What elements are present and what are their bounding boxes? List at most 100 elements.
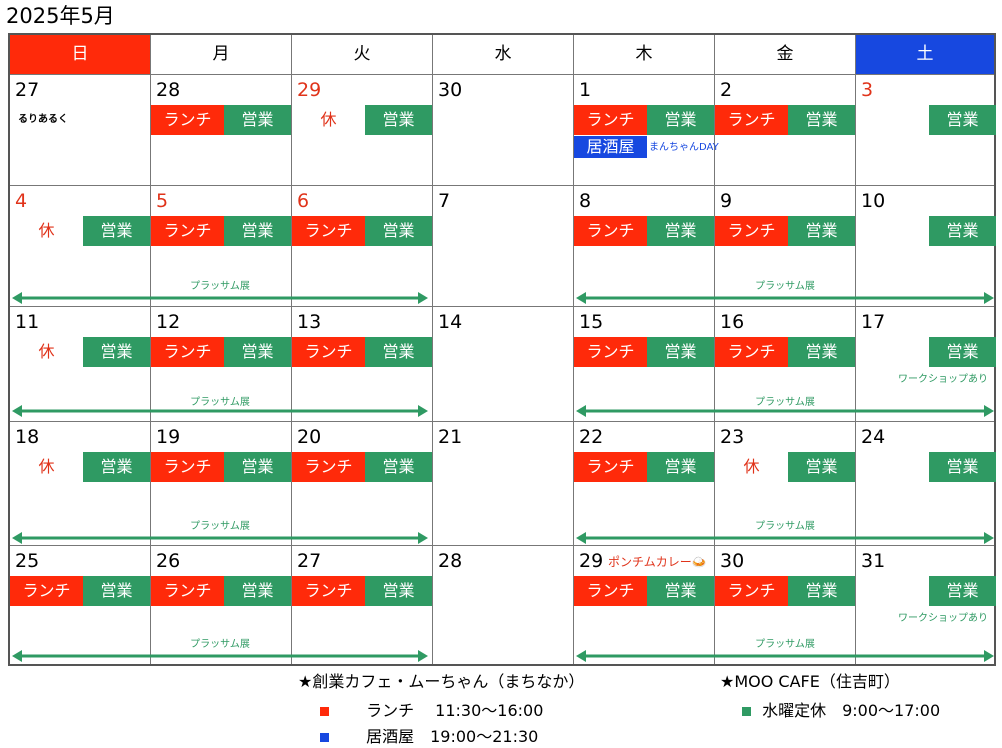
day-note: るりあるく <box>18 114 68 125</box>
day-number: 30 <box>720 550 745 572</box>
day-cell[interactable]: 15 ランチ 営業 <box>574 307 715 422</box>
day-cell[interactable]: 19 ランチ 営業 <box>151 422 292 546</box>
eigyo-badge: 営業 <box>788 216 855 246</box>
day-cell[interactable]: 27 ランチ 営業 <box>292 546 433 664</box>
event-span-label: プラッサム展 <box>755 521 815 532</box>
lunch-badge: ランチ <box>151 216 224 246</box>
lunch-badge: ランチ <box>715 337 788 367</box>
lunch-badge: ランチ <box>10 576 83 606</box>
day-cell[interactable]: 1 ランチ 営業 居酒屋 まんちゃんDAY <box>574 75 719 186</box>
day-note: ワークショップあり <box>898 613 988 624</box>
day-number: 4 <box>15 190 28 212</box>
day-cell[interactable]: 30 ランチ 営業 <box>715 546 856 664</box>
day-cell[interactable]: 31 営業 ワークショップあり <box>856 546 996 664</box>
day-cell[interactable]: 26 ランチ 営業 <box>151 546 292 664</box>
lunch-badge: ランチ <box>151 105 224 135</box>
eigyo-badge: 営業 <box>788 105 855 135</box>
holiday-label: 休 <box>38 457 55 476</box>
day-cell[interactable]: 10 営業 <box>856 186 996 307</box>
day-cell[interactable]: 21 <box>433 422 574 546</box>
day-number: 30 <box>438 79 463 101</box>
day-cell[interactable]: 3 営業 <box>856 75 996 186</box>
lunch-badge: ランチ <box>292 216 365 246</box>
day-cell[interactable]: 28 <box>433 546 574 664</box>
day-number: 28 <box>156 79 181 101</box>
day-note: ポンチムカレー🍛 <box>608 555 707 569</box>
day-number: 6 <box>297 190 310 212</box>
lunch-badge: ランチ <box>574 452 647 482</box>
event-span-label: プラッサム展 <box>190 281 250 292</box>
day-number: 22 <box>579 426 604 448</box>
weekday-header-5: 金 <box>715 35 856 75</box>
day-cell[interactable]: 18 休 営業 <box>10 422 151 546</box>
eigyo-badge: 営業 <box>365 337 432 367</box>
legend-lunch: ランチ 11:30～16:00 <box>320 701 543 721</box>
eigyo-badge: 営業 <box>929 105 996 135</box>
day-number: 12 <box>156 311 181 333</box>
weekday-header-1: 月 <box>151 35 292 75</box>
day-cell[interactable]: 28 ランチ 営業 <box>151 75 292 186</box>
day-cell[interactable]: 8 ランチ 営業 <box>574 186 715 307</box>
day-cell[interactable]: 12 ランチ 営業 <box>151 307 292 422</box>
calendar-title: 2025年5月 <box>6 4 115 28</box>
eigyo-badge: 営業 <box>83 337 150 367</box>
eigyo-badge: 営業 <box>365 216 432 246</box>
day-cell[interactable]: 2 ランチ 営業 <box>715 75 856 186</box>
day-cell[interactable]: 5 ランチ 営業 <box>151 186 292 307</box>
day-number: 28 <box>438 550 463 572</box>
day-number: 8 <box>579 190 592 212</box>
day-cell[interactable]: 13 ランチ 営業 <box>292 307 433 422</box>
day-cell[interactable]: 23 休 営業 <box>715 422 856 546</box>
legend-eigyo: 水曜定休 9:00～17:00 <box>742 701 940 721</box>
day-number: 3 <box>861 79 874 101</box>
holiday-label: 休 <box>743 457 760 476</box>
day-cell[interactable]: 30 <box>433 75 574 186</box>
eigyo-badge: 営業 <box>788 337 855 367</box>
day-cell[interactable]: 27 るりあるく <box>10 75 151 186</box>
day-cell[interactable]: 7 <box>433 186 574 307</box>
day-note: まんちゃんDAY <box>649 142 719 153</box>
day-cell[interactable]: 17 営業 ワークショップあり <box>856 307 996 422</box>
eigyo-badge: 営業 <box>365 452 432 482</box>
day-cell[interactable]: 24 営業 <box>856 422 996 546</box>
day-cell[interactable]: 29 ポンチムカレー🍛 ランチ 営業 <box>574 546 715 664</box>
day-number: 27 <box>15 79 40 101</box>
day-cell[interactable]: 16 ランチ 営業 <box>715 307 856 422</box>
event-span-label: プラッサム展 <box>190 397 250 408</box>
lunch-badge: ランチ <box>574 576 647 606</box>
day-cell[interactable]: 14 <box>433 307 574 422</box>
day-cell[interactable]: 4 休 営業 <box>10 186 151 307</box>
eigyo-badge: 営業 <box>788 452 855 482</box>
event-span-label: プラッサム展 <box>755 281 815 292</box>
lunch-badge: ランチ <box>292 337 365 367</box>
day-cell[interactable]: 9 ランチ 営業 <box>715 186 856 307</box>
day-cell[interactable]: 25 ランチ 営業 <box>10 546 151 664</box>
day-number: 26 <box>156 550 181 572</box>
day-cell[interactable]: 20 ランチ 営業 <box>292 422 433 546</box>
event-span-label: プラッサム展 <box>190 639 250 650</box>
legend-right-title: ★MOO CAFE（住吉町） <box>720 672 900 691</box>
eigyo-badge: 営業 <box>647 452 714 482</box>
event-span-label: プラッサム展 <box>755 397 815 408</box>
day-cell[interactable]: 6 ランチ 営業 <box>292 186 433 307</box>
eigyo-badge: 営業 <box>929 452 996 482</box>
day-number: 10 <box>861 190 886 212</box>
day-number: 14 <box>438 311 463 333</box>
lunch-badge: ランチ <box>151 576 224 606</box>
day-number: 29 <box>579 550 604 572</box>
day-number: 18 <box>15 426 40 448</box>
lunch-badge: ランチ <box>574 337 647 367</box>
day-number: 27 <box>297 550 322 572</box>
lunch-badge: ランチ <box>151 337 224 367</box>
day-cell[interactable]: 29 休 営業 <box>292 75 433 186</box>
day-number: 23 <box>720 426 745 448</box>
weekday-header-0: 日 <box>10 35 151 75</box>
lunch-badge: ランチ <box>574 216 647 246</box>
day-cell[interactable]: 22 ランチ 営業 <box>574 422 715 546</box>
eigyo-badge: 営業 <box>83 576 150 606</box>
event-span-label: プラッサム展 <box>190 521 250 532</box>
day-number: 19 <box>156 426 181 448</box>
eigyo-badge: 営業 <box>224 105 291 135</box>
event-span-arrow <box>576 292 994 304</box>
day-cell[interactable]: 11 休 営業 <box>10 307 151 422</box>
